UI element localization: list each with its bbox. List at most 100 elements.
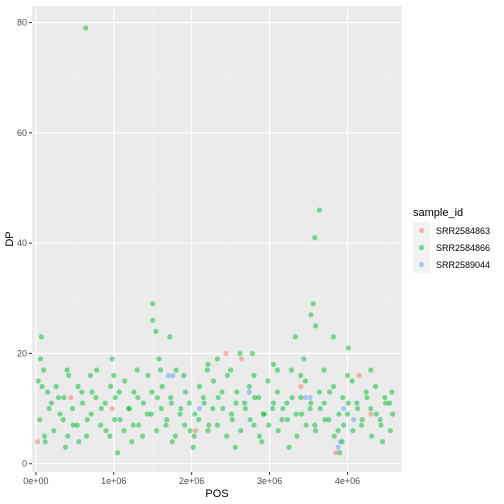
data-point [150,301,156,307]
data-point [321,367,327,373]
data-point [196,383,203,390]
data-point [182,389,189,395]
data-point [251,372,257,379]
data-point [204,367,210,373]
data-point [307,394,313,401]
data-point [102,400,108,406]
data-point [205,428,211,434]
legend-key-symbol [418,244,425,251]
data-point [238,428,244,434]
data-point [66,372,72,379]
y-tick-label: 0 [22,459,27,469]
data-point [158,405,164,412]
data-point [150,317,156,323]
data-point [44,389,51,395]
data-point [169,439,175,445]
data-point [246,389,252,395]
legend-label: SRR2589044 [436,260,490,270]
data-point [372,383,379,390]
data-point [308,312,314,318]
data-point [200,394,206,401]
data-point [79,389,85,395]
data-point [340,394,346,401]
data-point [145,372,151,379]
data-point [379,439,386,445]
data-point [345,400,351,406]
data-point [316,207,323,213]
data-point [37,356,44,362]
data-point [383,400,389,406]
legend-title: sample_id [413,207,463,219]
data-point [386,400,393,406]
data-point [159,383,165,390]
data-point [270,405,276,412]
data-point [368,411,374,417]
data-point [206,422,212,428]
data-point [51,428,57,434]
data-point [83,433,90,439]
data-point [83,25,89,31]
data-point [270,361,277,368]
panel-background [32,6,402,472]
data-point [330,334,337,340]
data-point [87,372,94,379]
data-point [75,383,81,390]
data-point [34,439,41,445]
data-point [210,405,216,412]
data-point [224,433,230,439]
data-point [97,422,104,428]
data-point [168,400,175,406]
data-point [111,372,117,379]
data-point [121,428,127,434]
data-point [164,417,170,423]
data-point [187,428,193,434]
data-point [74,422,80,428]
data-point [294,433,300,439]
data-point [237,350,243,357]
data-point [298,394,304,401]
data-point [284,417,291,423]
data-point [382,394,388,401]
data-point [310,301,316,307]
y-tick-label: 40 [17,238,27,248]
data-point [316,389,323,395]
data-point [55,394,62,401]
x-tick-label: 2e+06 [179,476,204,486]
data-point [228,367,234,373]
data-point [192,411,198,417]
data-point [369,433,375,439]
data-point [292,334,298,340]
data-point [125,405,132,412]
data-point [61,394,67,401]
data-point [109,405,115,412]
legend: sample_id SRR2584863 SRR2584866 SRR2589044 [413,207,490,273]
data-point [68,394,74,401]
data-point [37,417,43,423]
data-point [69,405,76,412]
y-axis-ticks: 0 20 40 60 80 [17,18,32,469]
data-point [130,422,136,428]
data-point [46,405,52,412]
data-point [214,356,220,362]
data-point [284,400,290,406]
data-point [242,400,248,406]
data-point [60,417,66,423]
data-point [355,405,361,412]
data-point [135,394,141,401]
data-point [266,422,272,428]
data-point [148,411,154,417]
data-point [238,356,245,362]
data-point [293,411,299,417]
data-point [356,372,362,379]
data-point [84,417,90,423]
data-point [103,428,109,434]
data-point [131,389,137,395]
data-points [34,25,396,456]
data-point [274,367,280,373]
legend-key-symbol [418,261,425,268]
y-tick-label: 20 [17,348,27,358]
data-point [210,378,217,384]
data-point [41,367,47,373]
x-tick-label: 4e+06 [335,476,360,486]
